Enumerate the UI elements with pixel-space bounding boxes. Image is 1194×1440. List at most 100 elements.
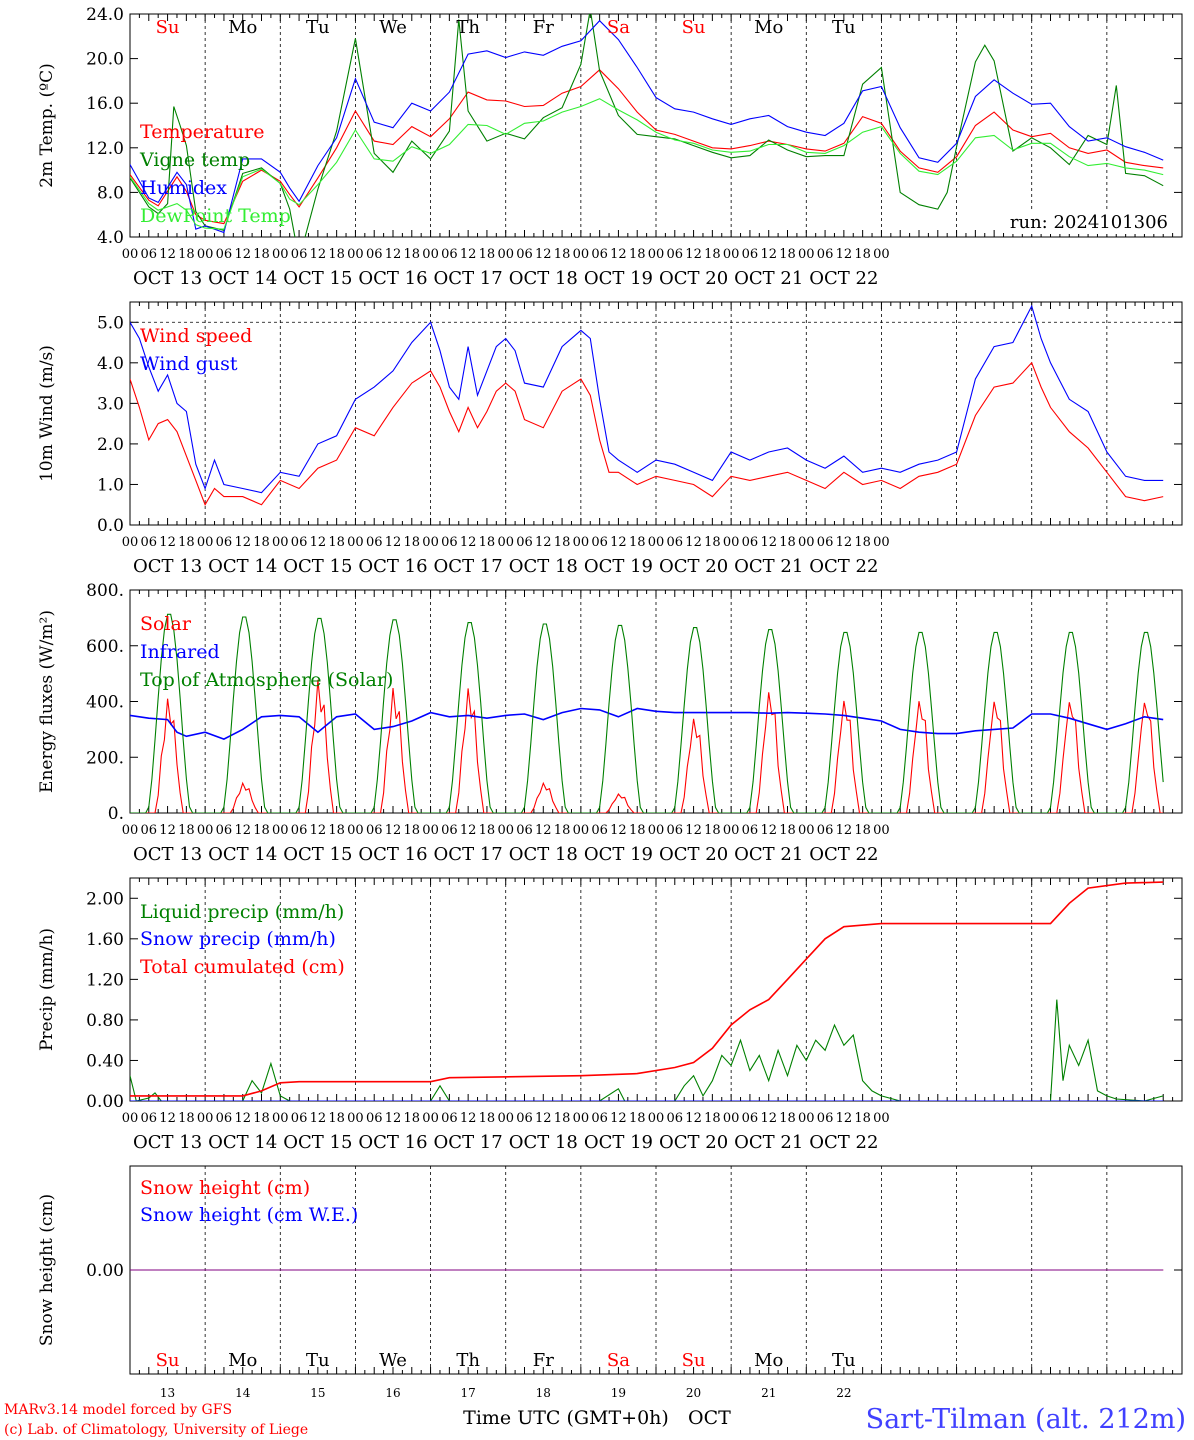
- y-axis-label: 2m Temp. (ºC): [37, 63, 57, 188]
- panel-1: 4.0 8.0 12.0 16.0 20.0 24.0 2m Temp. (ºC) Tempe…: [37, 5, 1183, 289]
- x-hour-label: 06: [366, 535, 383, 550]
- x-hour-label: 06: [441, 1111, 458, 1126]
- x-day-label: OCT 18: [509, 268, 578, 289]
- legend-entry: Liquid precip (mm/h): [140, 901, 344, 923]
- weekday-label: Su: [682, 17, 706, 38]
- legend-entry: DewPoint Temp: [140, 205, 291, 227]
- x-hour-label: 18: [629, 1111, 646, 1126]
- x-hour-label: 18: [253, 1111, 270, 1126]
- weekday-label: Mo: [228, 1350, 257, 1371]
- x-hour-label: 18: [253, 247, 270, 262]
- day-number: 17: [461, 1386, 476, 1400]
- x-hour-label: 12: [610, 535, 627, 550]
- weekday-label: Tu: [832, 1350, 856, 1371]
- x-axis-title: Time UTC (GMT+0h): [463, 1407, 669, 1429]
- x-day-label: OCT 13: [133, 1132, 202, 1153]
- x-hour-label: 00: [873, 535, 890, 550]
- x-hour-label: 12: [836, 1111, 853, 1126]
- x-day-label: OCT 14: [208, 844, 277, 865]
- legend-entry: Top of Atmosphere (Solar): [140, 669, 393, 691]
- x-day-label: OCT 14: [208, 556, 277, 577]
- x-hour-label: 12: [310, 823, 327, 838]
- x-hour-label: 12: [310, 1111, 327, 1126]
- x-hour-label: 12: [610, 823, 627, 838]
- y-tick-label: 0.80: [86, 1011, 124, 1031]
- x-hour-label: 06: [366, 247, 383, 262]
- weekday-label: Sa: [607, 1350, 630, 1371]
- x-hour-label: 18: [328, 1111, 345, 1126]
- day-number: 22: [836, 1386, 851, 1400]
- x-hour-label: 00: [347, 247, 364, 262]
- x-hour-label: 12: [760, 535, 777, 550]
- x-day-label: OCT 22: [809, 1132, 878, 1153]
- panel-5: 0.00 Snow height (cm) Snow height (cm) Snow…: [37, 1165, 1183, 1375]
- legend-entry: Vigne temp: [139, 149, 250, 171]
- panel-3: 0. 200. 400. 600. 800. Energy fluxes (W/m²) So…: [37, 581, 1183, 865]
- x-hour-label: 06: [591, 823, 608, 838]
- legend-entry: Snow height (cm): [140, 1177, 310, 1199]
- x-hour-label: 00: [272, 1111, 289, 1126]
- x-hour-label: 18: [779, 823, 796, 838]
- x-hour-label: 12: [234, 823, 251, 838]
- day-number: 13: [160, 1386, 175, 1400]
- x-hour-label: 12: [610, 247, 627, 262]
- x-hour-label: 12: [535, 1111, 552, 1126]
- x-hour-label: 00: [873, 247, 890, 262]
- series-line-wind-gust: [130, 304, 1164, 494]
- x-hour-label: 18: [629, 247, 646, 262]
- x-hour-label: 12: [234, 247, 251, 262]
- x-hour-label: 12: [760, 247, 777, 262]
- x-hour-label: 06: [817, 247, 834, 262]
- x-hour-label: 12: [159, 535, 176, 550]
- x-hour-label: 12: [159, 823, 176, 838]
- weekday-label: Su: [156, 1350, 180, 1371]
- x-day-label: OCT 15: [283, 268, 352, 289]
- day-number: 16: [385, 1386, 400, 1400]
- y-tick-label: 0.: [108, 804, 124, 824]
- weekday-label: Mo: [228, 17, 257, 38]
- x-hour-label: 00: [723, 247, 740, 262]
- y-axis-label: Energy fluxes (W/m²): [37, 610, 57, 793]
- x-hour-label: 12: [460, 823, 477, 838]
- x-hour-label: 12: [385, 823, 402, 838]
- x-hour-label: 00: [497, 1111, 514, 1126]
- x-day-label: OCT 20: [659, 268, 728, 289]
- day-number: 18: [536, 1386, 551, 1400]
- x-hour-label: 06: [742, 1111, 759, 1126]
- x-hour-label: 00: [648, 247, 665, 262]
- x-hour-label: 18: [779, 247, 796, 262]
- x-hour-label: 06: [667, 247, 684, 262]
- x-hour-label: 12: [685, 247, 702, 262]
- day-number: 20: [686, 1386, 701, 1400]
- x-hour-label: 00: [497, 823, 514, 838]
- x-hour-label: 06: [441, 247, 458, 262]
- x-hour-label: 06: [216, 1111, 233, 1126]
- y-tick-label: 0.00: [86, 1092, 124, 1112]
- x-hour-label: 00: [197, 1111, 214, 1126]
- x-day-label: OCT 13: [133, 844, 202, 865]
- x-hour-label: 06: [591, 1111, 608, 1126]
- x-hour-label: 18: [554, 535, 571, 550]
- x-hour-label: 00: [122, 823, 139, 838]
- x-hour-label: 18: [404, 535, 421, 550]
- series-line-temperature: [130, 69, 1164, 225]
- series-line-top-of-atmosphere-solar-: [130, 613, 1164, 813]
- day-number: 14: [235, 1386, 251, 1400]
- legend-entry: Solar: [140, 613, 192, 635]
- x-hour-label: 06: [291, 1111, 308, 1126]
- x-hour-label: 00: [347, 1111, 364, 1126]
- x-hour-label: 06: [291, 247, 308, 262]
- weekday-label: Mo: [754, 1350, 783, 1371]
- x-day-label: OCT 15: [283, 844, 352, 865]
- x-day-label: OCT 18: [509, 1132, 578, 1153]
- y-tick-label: 20.0: [86, 50, 124, 70]
- x-hour-label: 12: [234, 1111, 251, 1126]
- x-hour-label: 00: [122, 247, 139, 262]
- x-hour-label: 12: [385, 1111, 402, 1126]
- x-day-label: OCT 20: [659, 556, 728, 577]
- x-day-label: OCT 19: [584, 268, 653, 289]
- x-day-label: OCT 18: [509, 844, 578, 865]
- x-hour-label: 06: [591, 535, 608, 550]
- weekday-label: We: [379, 1350, 407, 1371]
- x-hour-label: 18: [328, 247, 345, 262]
